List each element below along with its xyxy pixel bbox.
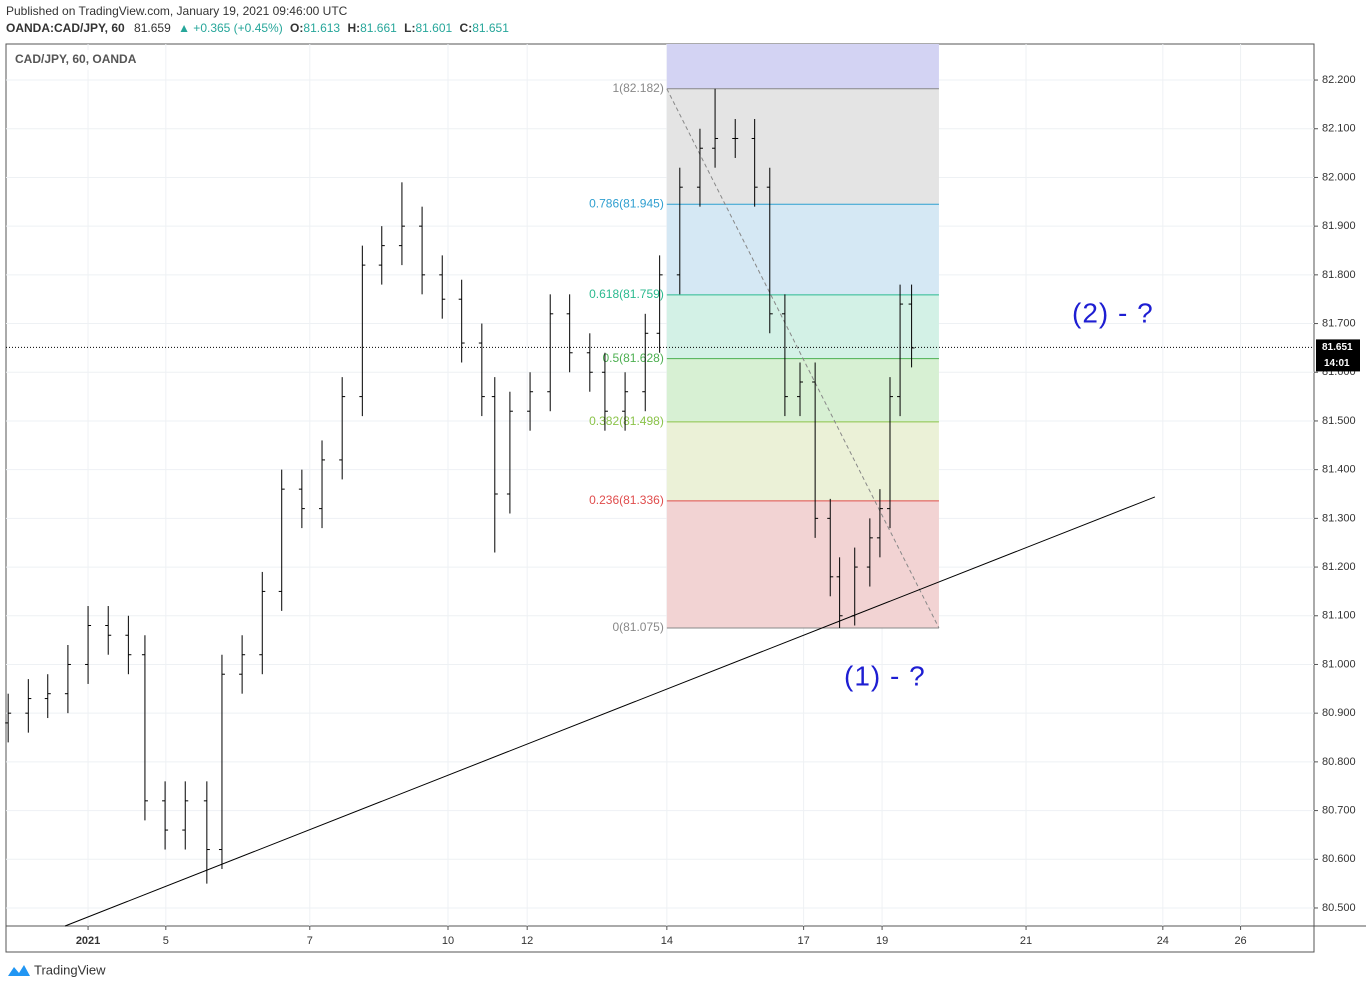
ohlc-label: O: <box>290 21 303 35</box>
x-tick-label: 7 <box>307 935 313 947</box>
logo-icon <box>8 965 30 976</box>
y-tick-label: 81.300 <box>1322 512 1356 524</box>
y-tick-label: 82.200 <box>1322 74 1356 86</box>
y-tick-label: 80.800 <box>1322 756 1356 768</box>
ohlc-label: H: <box>347 21 360 35</box>
fib-band <box>666 500 939 628</box>
y-tick-label: 80.700 <box>1322 804 1356 816</box>
fib-band <box>666 88 939 205</box>
fib-label: 0.618(81.759) <box>589 287 664 301</box>
last-price-time: 14:01 <box>1324 358 1350 369</box>
fib-label: 0.236(81.336) <box>589 493 664 507</box>
y-tick-label: 82.100 <box>1322 123 1356 135</box>
price: 81.659 <box>134 21 171 35</box>
y-tick-label: 80.500 <box>1322 902 1356 914</box>
y-tick-label: 81.100 <box>1322 610 1356 622</box>
y-tick-label: 81.500 <box>1322 415 1356 427</box>
ohlc-value: 81.661 <box>360 21 397 35</box>
x-tick-label: 10 <box>442 935 454 947</box>
annotation: (1) - ? <box>844 660 926 691</box>
y-tick-label: 81.200 <box>1322 561 1356 573</box>
y-tick-label: 81.800 <box>1322 269 1356 281</box>
fib-extension <box>666 44 939 89</box>
x-tick-label: 21 <box>1020 935 1032 947</box>
symbol: OANDA:CAD/JPY, 60 <box>6 21 125 35</box>
chart-title: CAD/JPY, 60, OANDA <box>15 52 137 66</box>
fib-label: 0(81.075) <box>612 620 663 634</box>
brand: TradingView <box>34 962 106 977</box>
ohlc-value: 81.613 <box>303 21 340 35</box>
change: ▲ +0.365 (+0.45%) <box>178 21 283 35</box>
x-tick-label: 24 <box>1157 935 1169 947</box>
x-tick-label: 26 <box>1234 935 1246 947</box>
y-tick-label: 81.900 <box>1322 220 1356 232</box>
y-tick-label: 82.000 <box>1322 171 1356 183</box>
y-tick-label: 80.600 <box>1322 853 1356 865</box>
fib-band <box>666 358 939 422</box>
x-tick-label: 17 <box>797 935 809 947</box>
x-tick-label: 2021 <box>76 935 100 947</box>
fib-label: 1(82.182) <box>612 81 663 95</box>
fib-label: 0.382(81.498) <box>589 414 664 428</box>
fib-trend <box>666 88 940 629</box>
x-tick-label: 14 <box>661 935 673 947</box>
fib-band <box>666 294 939 359</box>
y-tick-label: 81.400 <box>1322 464 1356 476</box>
fib-label: 0.786(81.945) <box>589 196 664 210</box>
y-tick-label: 81.000 <box>1322 658 1356 670</box>
footer-logo: TradingView <box>8 962 106 977</box>
ohlc-value: 81.601 <box>415 21 452 35</box>
ohlc-label: C: <box>460 21 473 35</box>
fib-band <box>666 204 939 295</box>
x-tick-label: 12 <box>521 935 533 947</box>
y-tick-label: 81.700 <box>1322 317 1356 329</box>
ohlc-label: L: <box>404 21 415 35</box>
title-bg <box>8 50 138 70</box>
plot-layer: 1(82.182) 0.786(81.945) 0.618(81.759) 0.5(8… <box>5 44 1314 927</box>
fib-band <box>666 421 939 501</box>
last-price-label: 81.651 <box>1322 342 1353 353</box>
trend-line <box>64 496 1156 927</box>
x-tick-label: 5 <box>163 935 169 947</box>
y-tick-label: 80.900 <box>1322 707 1356 719</box>
fib-label: 0.5(81.628) <box>602 351 663 365</box>
symbol-line: OANDA:CAD/JPY, 60 81.659 ▲ +0.365 (+0.45… <box>6 21 509 35</box>
x-tick-label: 19 <box>876 935 888 947</box>
published-note: Published on TradingView.com, January 19… <box>6 4 348 18</box>
last-price-tag <box>1316 339 1360 372</box>
ohlc-value: 81.651 <box>472 21 509 35</box>
annotation: (2) - ? <box>1072 297 1154 328</box>
